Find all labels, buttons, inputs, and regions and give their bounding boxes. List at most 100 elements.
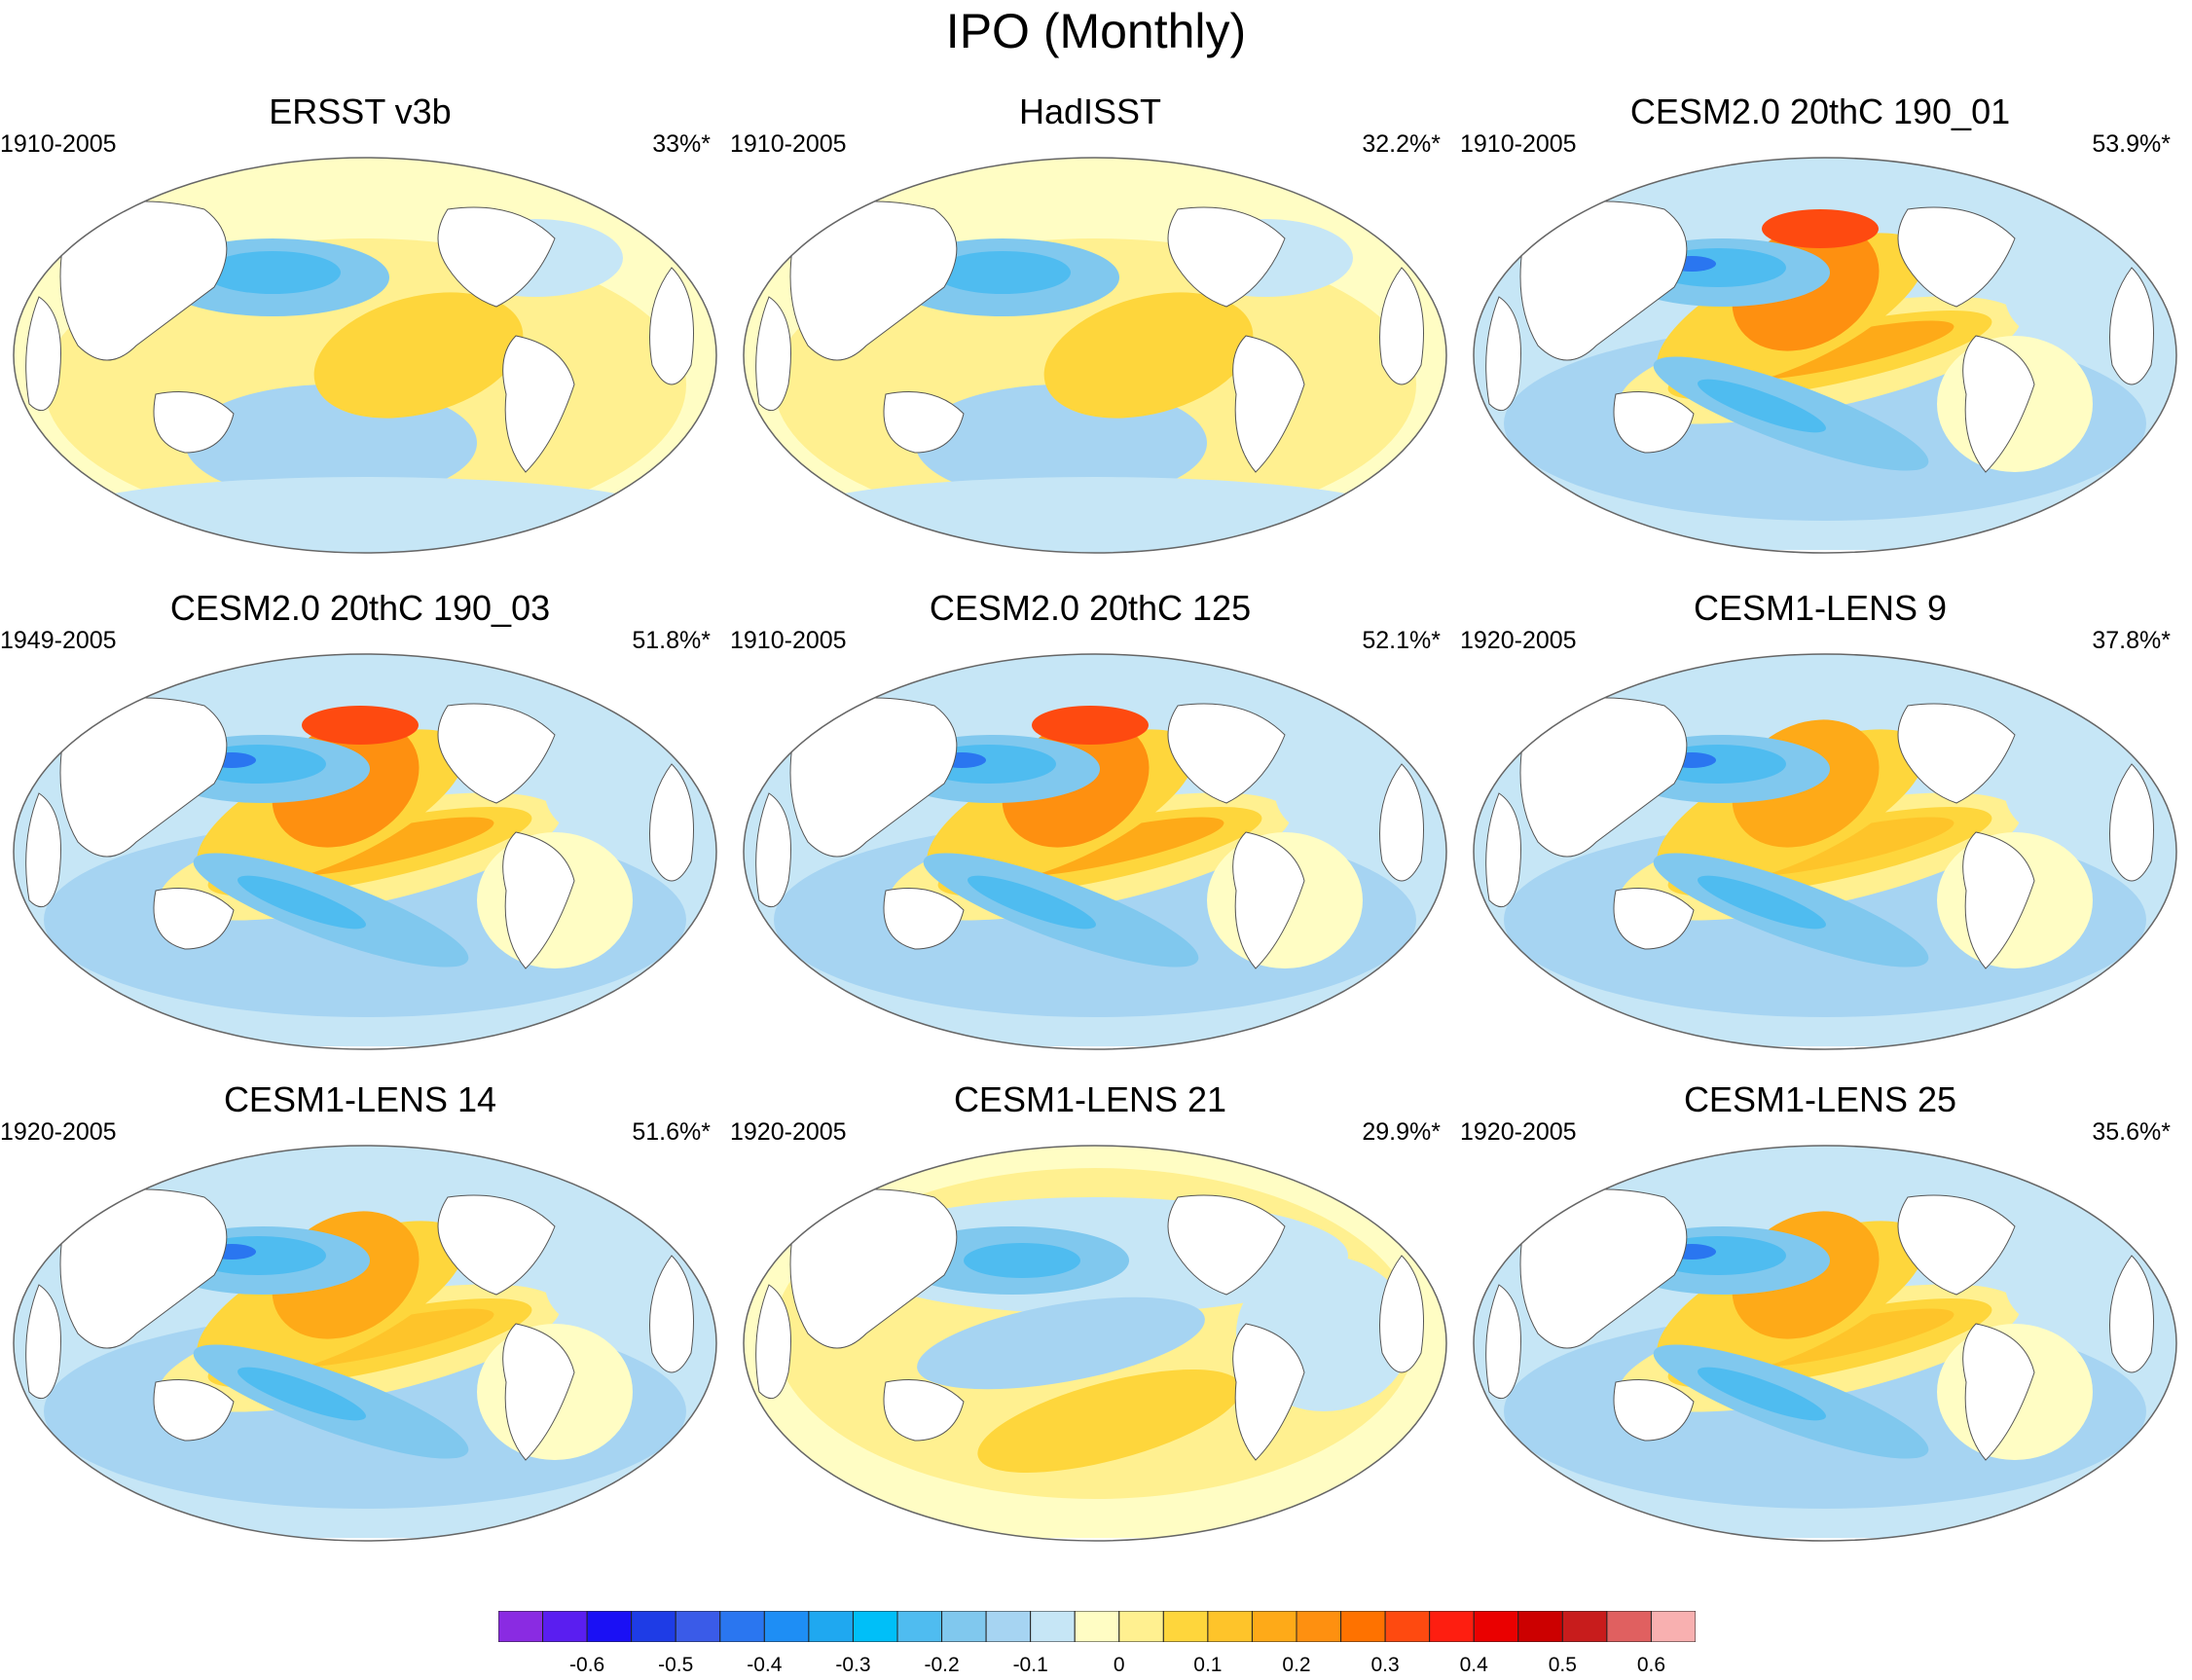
map-border [1473, 157, 2177, 554]
land-north-america [437, 703, 556, 804]
colorbar-swatch [1561, 1611, 1608, 1642]
land-asia [1519, 1188, 1688, 1349]
land-africa-east [649, 763, 694, 882]
colorbar-tick-label: -0.3 [835, 1654, 871, 1676]
colorbar-swatch [808, 1611, 854, 1642]
map-border [13, 653, 717, 1050]
colorbar-tick-label: -0.1 [1012, 1654, 1048, 1676]
colorbar-labels: -0.6 -0.5 -0.4 -0.3 -0.2 -0.1 0 0.1 0.2 0.3 0.4 0.5… [498, 1653, 1696, 1678]
map-projection [743, 653, 1447, 1050]
map-panel: CESM1-LENS 14 1920-2005 51.6%* [0, 1080, 720, 1567]
panel-title: ERSST v3b [269, 91, 452, 131]
panel-variance-percent: 53.9%* [2092, 130, 2171, 158]
colorbar-swatch [1340, 1611, 1386, 1642]
land-africa [1485, 296, 1521, 412]
map-field [1474, 1146, 2176, 1538]
map-field [744, 158, 1446, 553]
land-africa-east [1379, 763, 1424, 882]
panel-period: 1910-2005 [730, 627, 847, 654]
land-asia [1519, 697, 1688, 858]
map-projection [1473, 1145, 2177, 1542]
anomaly-region [204, 251, 341, 294]
colorbar-swatch [1162, 1611, 1209, 1642]
land-africa-east [2109, 763, 2154, 882]
panel-variance-percent: 51.6%* [632, 1118, 711, 1146]
panel-period: 1910-2005 [0, 130, 117, 158]
land-australia [1613, 888, 1695, 950]
map-panel: CESM2.0 20thC 125 1910-2005 52.1%* [730, 589, 1450, 1076]
anomaly-region [302, 706, 419, 745]
panel-title: CESM1-LENS 21 [953, 1079, 1227, 1119]
colorbar-swatch [719, 1611, 765, 1642]
land-north-america [1897, 703, 2016, 804]
land-asia [789, 1188, 958, 1349]
anomaly-region [934, 251, 1071, 294]
map-panel: CESM2.0 20thC 190_03 1949-2005 51.8%* [0, 589, 720, 1076]
land-south-america [1232, 335, 1305, 473]
land-africa [25, 296, 61, 412]
land-africa-east [1379, 267, 1424, 385]
colorbar-swatch [542, 1611, 588, 1642]
land-africa [755, 792, 791, 908]
panel-period: 1920-2005 [1460, 1118, 1577, 1146]
panel-period: 1920-2005 [1460, 627, 1577, 654]
land-south-america [1232, 831, 1305, 969]
land-africa-east [649, 267, 694, 385]
map-field [1474, 158, 2176, 550]
anomaly-region [1275, 745, 1411, 842]
colorbar-swatch [1517, 1611, 1563, 1642]
panel-variance-percent: 32.2%* [1362, 130, 1441, 158]
land-asia [59, 1188, 228, 1349]
panel-title: CESM1-LENS 14 [223, 1079, 497, 1119]
panel-title: CESM1-LENS 25 [1683, 1079, 1957, 1119]
colorbar-swatch [631, 1611, 676, 1642]
colorbar-tick-label: 0 [1113, 1654, 1125, 1676]
land-north-america [1167, 1194, 1286, 1296]
colorbar-swatch [1296, 1611, 1342, 1642]
land-asia [789, 201, 958, 361]
map-field [744, 1146, 1446, 1538]
anomaly-region [2005, 248, 2141, 346]
panel-title: CESM2.0 20thC 190_01 [1629, 91, 2011, 131]
land-africa [1485, 792, 1521, 908]
anomaly-region [545, 745, 681, 842]
map-border [13, 1145, 717, 1542]
colorbar-swatch [985, 1611, 1032, 1642]
anomaly-region [1698, 875, 1826, 930]
map-panel: CESM2.0 20thC 190_01 1910-2005 53.9%* [1460, 92, 2180, 579]
land-africa-east [1379, 1255, 1424, 1373]
panel-period: 1920-2005 [730, 1118, 847, 1146]
land-asia [59, 697, 228, 858]
land-south-america [502, 335, 575, 473]
colorbar-swatch [763, 1611, 810, 1642]
panel-variance-percent: 29.9%* [1362, 1118, 1441, 1146]
colorbar-swatch [896, 1611, 943, 1642]
panel-title: CESM1-LENS 9 [1693, 588, 1948, 628]
anomaly-region [545, 1236, 681, 1333]
map-panel: ERSST v3b 1910-2005 33%* [0, 92, 720, 579]
map-projection [13, 1145, 717, 1542]
colorbar-tick-label: 0.5 [1548, 1654, 1577, 1676]
land-australia [1613, 391, 1695, 454]
colorbar-swatch [1207, 1611, 1253, 1642]
panel-period: 1949-2005 [0, 627, 117, 654]
land-africa-east [2109, 267, 2154, 385]
anomaly-region [44, 477, 686, 553]
colorbar-swatch [1473, 1611, 1519, 1642]
colorbar-swatch [1251, 1611, 1297, 1642]
land-australia [153, 888, 235, 950]
land-africa [25, 1284, 61, 1400]
colorbar-tick-label: -0.6 [569, 1654, 605, 1676]
map-projection [743, 157, 1447, 554]
colorbar-swatch [1118, 1611, 1164, 1642]
map-field [1474, 654, 2176, 1046]
land-africa [25, 792, 61, 908]
colorbar-tick-label: -0.2 [924, 1654, 960, 1676]
map-projection [1473, 653, 2177, 1050]
panel-period: 1920-2005 [0, 1118, 117, 1146]
colorbar-swatch [1606, 1611, 1652, 1642]
land-south-america [1962, 335, 2035, 473]
colorbar-tick-label: 0.4 [1459, 1654, 1488, 1676]
land-north-america [1167, 206, 1286, 308]
panel-variance-percent: 37.8%* [2092, 627, 2171, 654]
